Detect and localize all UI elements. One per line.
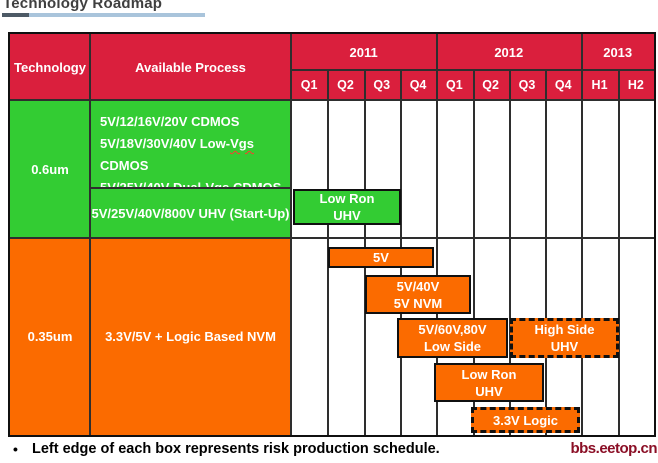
schedule-box-low-side: 5V/60V,80V Low Side [397, 318, 508, 358]
schedule-box-5v: 5V [328, 247, 434, 268]
divider-green-rows [89, 187, 291, 189]
process-line-2: 5V/18V/30V/40V Low-Vgs CDMOS [100, 136, 254, 173]
process-cell-uhv-startup: 5V/25V/40V/800V UHV (Start-Up) [90, 188, 291, 238]
footer-note: • Left edge of each box represents risk … [13, 441, 440, 457]
divider-technology-process [89, 34, 91, 435]
bullet-icon: • [13, 441, 18, 457]
divider-process-timeline [290, 34, 292, 435]
column-header-technology: Technology [14, 59, 86, 75]
half-header-2013-h1: H1 [591, 78, 608, 92]
quarter-header-2011-q3: Q3 [373, 78, 391, 92]
footer-text: Left edge of each box represents risk pr… [32, 441, 440, 457]
technology-cell-0-6um: 0.6um [10, 100, 90, 238]
underline-dark-segment [2, 13, 29, 17]
gridline-q [617, 70, 620, 435]
quarter-header-2011-q4: Q4 [409, 78, 427, 92]
underline-blue-segment [29, 13, 205, 17]
divider-green-orange [10, 237, 654, 239]
quarter-header-2011-q2: Q2 [337, 78, 354, 92]
year-header-2011: 2011 [349, 44, 378, 60]
page-title: Technology Roadmap [3, 0, 163, 12]
half-header-2013-h2: H2 [627, 78, 644, 92]
gridline-q [472, 70, 475, 435]
watermark: bbs.eetop.cn [570, 440, 657, 457]
schedule-box-low-ron-uhv-green: Low Ron UHV [293, 189, 401, 225]
schedule-box-3-3v-logic: 3.3V Logic [471, 407, 580, 433]
year-header-2012: 2012 [494, 44, 524, 60]
gridline-year-2011-2012 [436, 34, 439, 435]
quarter-header-2012-q3: Q3 [518, 78, 536, 92]
spellcheck-vgs: Vgs [230, 136, 254, 151]
gridline-q [545, 70, 548, 435]
process-line-1: 5V/12/16V/20V CDMOS [100, 114, 240, 129]
column-header-available-process: Available Process [135, 59, 246, 75]
roadmap-table: Technology Available Process 0.6um 5V/12… [8, 32, 656, 437]
process-cell-logic-nvm: 3.3V/5V + Logic Based NVM [90, 238, 291, 435]
quarter-header-2012-q2: Q2 [482, 78, 499, 92]
quarter-header-2011-q1: Q1 [300, 78, 318, 92]
schedule-box-high-side-uhv: High Side UHV [510, 318, 619, 358]
process-cell-cdmos: 5V/12/16V/20V CDMOS 5V/18V/30V/40V Low-V… [90, 100, 291, 195]
schedule-box-5v40v-5vnvm: 5V/40V 5V NVM [365, 275, 471, 314]
quarter-header-2012-q4: Q4 [554, 78, 572, 92]
gridline-year-2012-2013 [581, 34, 584, 435]
timeline-area: 2011 2012 2013 Q1 Q2 Q3 Q4 Q1 Q2 Q3 Q4 H… [291, 34, 654, 435]
title-underline [2, 13, 205, 17]
year-header-2013: 2013 [603, 44, 633, 60]
technology-cell-0-35um: 0.35um [10, 238, 90, 435]
gridline-q [508, 70, 511, 435]
quarter-header-2012-q1: Q1 [445, 78, 463, 92]
schedule-box-low-ron-uhv-orange: Low Ron UHV [434, 363, 544, 402]
divider-header-bottom [10, 99, 654, 101]
